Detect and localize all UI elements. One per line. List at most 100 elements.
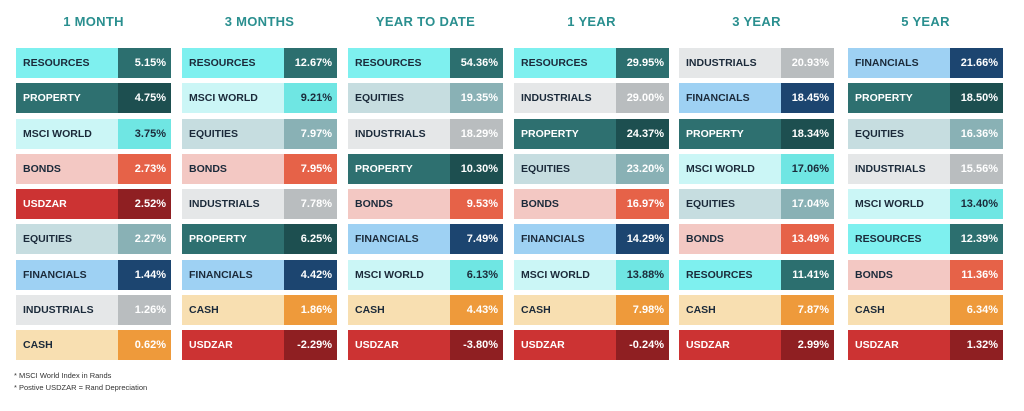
asset-label: PROPERTY [348, 153, 450, 184]
column-title: YEAR TO DATE [375, 14, 476, 29]
asset-label: MSCI WORLD [16, 118, 118, 149]
return-value: -2.29% [284, 330, 337, 361]
table-row: FINANCIALS 21.66% [848, 48, 1003, 78]
asset-label: RESOURCES [848, 224, 950, 255]
table-row: PROPERTY 4.75% [16, 83, 171, 114]
asset-label: PROPERTY [679, 118, 781, 149]
table-row: EQUITIES 2.27% [16, 224, 171, 255]
return-value: 15.56% [950, 153, 1003, 184]
return-value: 17.06% [781, 153, 834, 184]
return-value: 9.53% [450, 189, 503, 220]
asset-label: EQUITIES [514, 153, 616, 184]
return-value: 2.73% [118, 153, 171, 184]
asset-label: INDUSTRIALS [348, 118, 450, 149]
asset-label: CASH [348, 295, 450, 326]
column-title: 3 YEAR [732, 14, 781, 29]
return-value: 1.26% [118, 295, 171, 326]
column-title: 1 YEAR [567, 14, 616, 29]
asset-label: PROPERTY [16, 83, 118, 114]
table-row: INDUSTRIALS 15.56% [848, 153, 1003, 184]
return-value: 6.25% [284, 224, 337, 255]
asset-label: CASH [848, 295, 950, 326]
asset-label: BONDS [679, 224, 781, 255]
return-value: 24.37% [616, 118, 669, 149]
return-value: 2.99% [781, 330, 834, 361]
asset-label: CASH [16, 330, 118, 361]
return-value: -0.24% [616, 330, 669, 361]
table-row: CASH 7.87% [679, 295, 834, 326]
period-column: 5 YEAR FINANCIALS 21.66% PROPERTY 18.50% EQUI… [848, 0, 1003, 366]
table-row: CASH 4.43% [348, 295, 503, 326]
asset-label: BONDS [848, 259, 950, 290]
footnote-usdzar: * Postive USDZAR = Rand Depreciation [14, 383, 148, 392]
asset-label: MSCI WORLD [514, 259, 616, 290]
table-row: EQUITIES 23.20% [514, 153, 669, 184]
table-row: USDZAR 1.32% [848, 330, 1003, 361]
return-value: 6.34% [950, 295, 1003, 326]
return-value: 7.78% [284, 189, 337, 220]
table-row: FINANCIALS 1.44% [16, 259, 171, 290]
table-row: CASH 0.62% [16, 330, 171, 361]
table-row: PROPERTY 18.50% [848, 83, 1003, 114]
asset-label: BONDS [182, 153, 284, 184]
asset-label: CASH [514, 295, 616, 326]
period-column: 3 YEAR INDUSTRIALS 20.93% FINANCIALS 18.45% P… [679, 0, 834, 366]
return-value: 7.87% [781, 295, 834, 326]
table-row: FINANCIALS 14.29% [514, 224, 669, 255]
table-row: PROPERTY 10.30% [348, 153, 503, 184]
asset-label: RESOURCES [16, 48, 118, 78]
asset-label: RESOURCES [182, 48, 284, 78]
return-value: 10.30% [450, 153, 503, 184]
table-row: EQUITIES 17.04% [679, 189, 834, 220]
table-row: EQUITIES 19.35% [348, 83, 503, 114]
table-row: BONDS 11.36% [848, 259, 1003, 290]
return-value: 13.40% [950, 189, 1003, 220]
return-value: 13.49% [781, 224, 834, 255]
table-row: PROPERTY 6.25% [182, 224, 337, 255]
return-value: 5.15% [118, 48, 171, 78]
asset-label: USDZAR [848, 330, 950, 361]
asset-label: EQUITIES [848, 118, 950, 149]
table-row: MSCI WORLD 13.88% [514, 259, 669, 290]
return-value: 16.36% [950, 118, 1003, 149]
return-value: 7.49% [450, 224, 503, 255]
return-value: 1.86% [284, 295, 337, 326]
table-row: FINANCIALS 7.49% [348, 224, 503, 255]
table-row: MSCI WORLD 6.13% [348, 259, 503, 290]
table-row: USDZAR -0.24% [514, 330, 669, 361]
table-row: RESOURCES 5.15% [16, 48, 171, 78]
asset-label: USDZAR [679, 330, 781, 361]
asset-label: FINANCIALS [182, 259, 284, 290]
asset-label: EQUITIES [679, 189, 781, 220]
asset-label: RESOURCES [514, 48, 616, 78]
table-row: USDZAR -3.80% [348, 330, 503, 361]
asset-label: MSCI WORLD [182, 83, 284, 114]
asset-label: EQUITIES [348, 83, 450, 114]
asset-label: FINANCIALS [848, 48, 950, 78]
asset-label: USDZAR [348, 330, 450, 361]
table-row: RESOURCES 12.39% [848, 224, 1003, 255]
return-value: 29.95% [616, 48, 669, 78]
table-row: INDUSTRIALS 18.29% [348, 118, 503, 149]
return-value: 21.66% [950, 48, 1003, 78]
return-value: 7.98% [616, 295, 669, 326]
asset-label: MSCI WORLD [348, 259, 450, 290]
table-row: CASH 6.34% [848, 295, 1003, 326]
return-value: 54.36% [450, 48, 503, 78]
asset-label: FINANCIALS [679, 83, 781, 114]
column-title: 5 YEAR [901, 14, 950, 29]
table-row: MSCI WORLD 3.75% [16, 118, 171, 149]
asset-label: PROPERTY [514, 118, 616, 149]
return-value: 20.93% [781, 48, 834, 78]
return-value: 9.21% [284, 83, 337, 114]
asset-label: EQUITIES [16, 224, 118, 255]
return-value: 7.97% [284, 118, 337, 149]
asset-label: USDZAR [514, 330, 616, 361]
column-title: 1 MONTH [63, 14, 124, 29]
asset-label: USDZAR [182, 330, 284, 361]
asset-label: EQUITIES [182, 118, 284, 149]
table-row: FINANCIALS 4.42% [182, 259, 337, 290]
column-title: 3 MONTHS [224, 14, 295, 29]
table-row: FINANCIALS 18.45% [679, 83, 834, 114]
table-row: MSCI WORLD 9.21% [182, 83, 337, 114]
